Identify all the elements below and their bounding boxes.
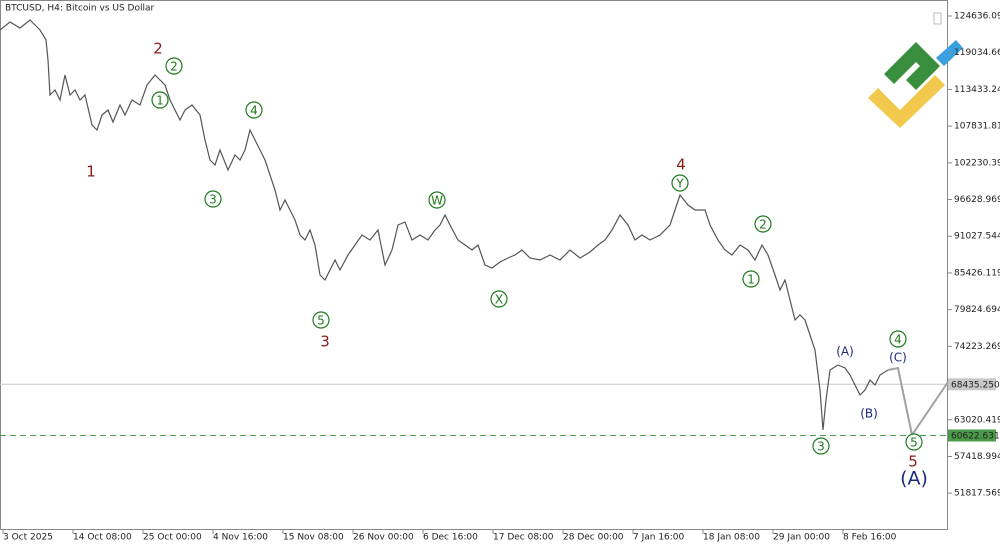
wave-label: 3 — [209, 192, 217, 206]
wave-circle — [204, 190, 222, 208]
wave-label: (B) — [860, 407, 878, 421]
x-tick-label: 29 Jan 00:00 — [773, 533, 830, 543]
price-label-box — [948, 378, 996, 391]
wave-label: (C) — [889, 350, 907, 364]
x-tick-label: 6 Dec 16:00 — [423, 533, 478, 543]
wave-label: 5 — [908, 453, 918, 471]
y-tick-label: 107831.819 — [954, 122, 1000, 132]
plot-frame — [0, 0, 948, 530]
wave-label: 3 — [320, 333, 330, 351]
y-tick-label: 119034.669 — [954, 48, 1000, 58]
y-tick-label: 57418.994 — [954, 452, 1000, 462]
x-tick-label: 8 Feb 16:00 — [843, 533, 897, 543]
logo-green-2 — [906, 58, 938, 90]
y-tick-label: 91027.544 — [954, 232, 1000, 242]
x-tick-label: 17 Dec 08:00 — [493, 533, 554, 543]
x-tick-label: 3 Oct 2025 — [3, 533, 53, 543]
wave-label: 2 — [170, 60, 178, 74]
logo-green — [884, 42, 940, 84]
wave-label: W — [431, 194, 443, 208]
wave-label: Y — [675, 177, 684, 191]
wave-label: 2 — [153, 40, 163, 58]
wave-label: 4 — [894, 332, 902, 346]
wave-circle — [165, 57, 183, 75]
x-tick-label: 26 Nov 00:00 — [353, 533, 414, 543]
wave-circle — [742, 270, 760, 288]
wave-label: X — [495, 292, 503, 306]
y-tick-label: 113433.244 — [954, 85, 1000, 95]
wave-circle — [151, 91, 169, 109]
x-tick-label: 14 Oct 08:00 — [73, 533, 132, 543]
logo-yellow — [868, 75, 945, 128]
chart-title: BTCUSD, H4: Bitcoin vs US Dollar — [5, 4, 154, 14]
x-tick-label: 25 Oct 00:00 — [143, 533, 202, 543]
x-tick-label: 4 Nov 16:00 — [213, 533, 268, 543]
wave-label: 1 — [156, 94, 164, 108]
wave-label: 5 — [317, 314, 325, 328]
wave-label: 1 — [747, 272, 755, 286]
x-tick-label: 7 Jan 16:00 — [633, 533, 685, 543]
x-tick-label: 18 Jan 08:00 — [703, 533, 760, 543]
wave-label: 1 — [86, 163, 96, 181]
wave-label: 4 — [676, 155, 686, 173]
wave-label: (A) — [900, 468, 928, 490]
wave-circle — [428, 191, 446, 209]
y-tick-label: 85426.119 — [954, 268, 1000, 278]
scroll-icon — [933, 12, 942, 25]
x-tick-label: 28 Dec 00:00 — [563, 533, 624, 543]
y-tick-label: 102230.394 — [954, 158, 1000, 168]
wave-label: 4 — [250, 104, 258, 118]
price-line-series — [887, 366, 949, 438]
x-tick-label: 15 Nov 08:00 — [283, 533, 344, 543]
price-label-box — [948, 429, 996, 442]
price-line-series — [0, 19, 889, 431]
wave-circle — [671, 174, 689, 192]
wave-circle — [754, 215, 772, 233]
wave-circle — [889, 330, 907, 348]
wave-label: 5 — [910, 435, 918, 449]
wave-label: 3 — [817, 440, 825, 454]
y-tick-label: 51817.569 — [954, 489, 1000, 499]
y-tick-label: 63020.419 — [954, 415, 1000, 425]
wave-circle — [245, 101, 263, 119]
y-tick-label: 74223.269 — [954, 342, 1000, 352]
wave-circle — [312, 311, 330, 329]
price-label: 68435.250 — [951, 380, 1000, 390]
wave-circle — [812, 437, 830, 455]
price-label: 60622.631 — [951, 431, 1000, 441]
y-tick-label: 79824.694 — [954, 305, 1000, 315]
wave-label: (A) — [836, 345, 854, 359]
y-tick-label: 96628.969 — [954, 195, 1000, 205]
wave-circle — [905, 433, 923, 451]
y-tick-label: 124636.094 — [954, 12, 1000, 22]
wave-label: 2 — [759, 217, 767, 231]
wave-circle — [490, 290, 508, 308]
